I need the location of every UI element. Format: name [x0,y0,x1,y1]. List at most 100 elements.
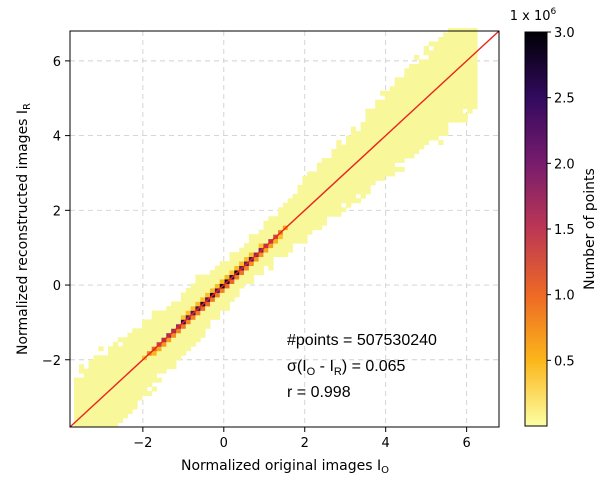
density-cell [389,117,395,123]
density-cell [326,211,332,217]
density-cell [457,59,463,65]
density-cell [433,68,439,74]
density-cell [428,59,434,65]
density-cell [346,140,352,145]
density-cell [166,337,172,343]
density-cell [375,162,381,168]
density-cell [404,95,410,101]
density-cell [292,193,298,199]
density-cell [350,149,357,154]
plot-frame [69,30,500,428]
density-cell [142,323,148,329]
density-cell [336,158,342,163]
density-cell [336,153,342,159]
density-cell [370,166,376,172]
density-cell [244,265,250,271]
density-cell [462,104,468,110]
density-cell [341,166,347,172]
density-cell [409,77,415,83]
density-cell [287,225,293,231]
density-cell [365,126,371,132]
density-cell [423,104,429,110]
density-cell [375,131,381,136]
density-cell [151,368,158,374]
density-cell [341,193,347,199]
density-cell [302,225,308,231]
density-cell [365,158,371,163]
density-cell [117,382,124,388]
density-cell [180,323,187,329]
density-cell [331,149,337,154]
density-cell [273,220,279,226]
density-cell [341,175,347,181]
density-cell [258,256,264,262]
density-cell [448,45,454,51]
density-cell [166,314,172,320]
density-cell [341,162,347,168]
density-cell [161,310,167,316]
density-cell [443,108,449,114]
colorbar-multiplier: 1 x 106 [510,7,557,24]
density-cell [360,193,366,199]
density-cell [146,377,153,383]
density-cell [122,382,128,388]
density-cell [98,359,104,365]
density-cell [457,95,463,101]
density-cell [331,166,337,172]
density-cell [423,122,429,128]
density-cell [278,207,284,213]
density-cell [142,391,148,397]
density-cell [258,234,264,240]
density-cell [423,72,429,78]
density-cell [428,95,434,101]
density-cell [122,377,128,383]
density-cell [88,391,94,397]
density-cell [399,95,405,101]
density-cell [316,220,323,226]
density-cell [370,140,376,145]
density-cell [297,189,303,195]
density-cell [428,86,434,92]
density-cell [127,377,133,383]
density-cell [200,319,206,325]
density-cell [321,220,327,226]
density-cell [268,247,274,253]
density-cell [278,238,284,244]
density-cell [394,153,400,159]
density-cell [404,90,410,96]
density-cell [210,288,216,293]
density-cell [462,81,468,87]
density-cell [472,63,478,69]
density-cell [171,355,177,361]
density-cell [297,220,303,226]
density-cell [316,189,323,195]
density-cell [278,243,284,249]
density-cell [462,32,468,38]
density-cell [200,328,206,334]
density-cell [350,193,357,199]
density-cell [127,404,133,410]
density-cell [384,117,391,123]
density-cell [239,261,245,267]
density-cell [185,346,192,352]
density-cell [409,153,415,159]
density-cell [457,113,463,119]
density-cell [350,189,357,195]
density-cell [244,247,250,253]
density-cell [176,350,182,356]
density-cell [341,158,347,163]
colorbar-tick-label: 1.5 [554,223,575,238]
density-cell [112,368,119,374]
density-cell [472,28,478,33]
density-cell [312,220,318,226]
density-cell [108,355,114,361]
density-cell [409,126,415,132]
density-cell [127,409,133,414]
density-cell [355,184,361,190]
density-cell [448,81,454,87]
density-cell [214,314,221,320]
colorbar-tick-label: 1.0 [554,289,575,304]
density-cell [423,90,429,96]
density-cell [404,68,410,74]
density-cell [156,310,162,316]
